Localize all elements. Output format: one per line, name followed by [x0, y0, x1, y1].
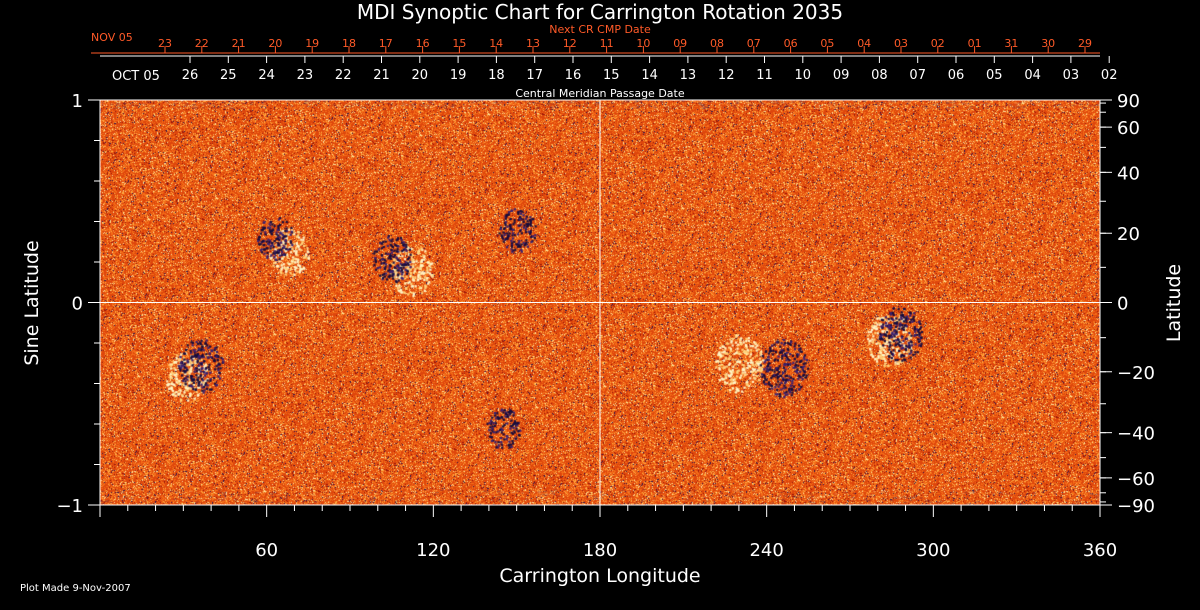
next-cr-date-label: 13 — [526, 37, 540, 50]
y-right-tick-label: 0 — [1117, 294, 1128, 315]
next-cr-date-label: 23 — [158, 37, 172, 50]
cmp-date-label: 18 — [488, 68, 505, 83]
y-right-tick-label: 90 — [1117, 91, 1140, 112]
cmp-date-label: 11 — [756, 68, 773, 83]
next-cr-cmp-label: Next CR CMP Date — [549, 23, 651, 36]
next-cr-date-label: 01 — [968, 37, 982, 50]
y-left-tick-label: 1 — [72, 91, 83, 112]
x-tick-label: 120 — [416, 540, 450, 561]
cmp-month: OCT 05 — [112, 69, 160, 84]
y-axis-left-label: Sine Latitude — [21, 240, 43, 365]
cmp-date-axis: 26 25 24 23 22 21 20 19 18 17 16 15 14 13 12 11 10 09 08 07… — [100, 55, 1118, 83]
next-cr-date-label: 05 — [820, 37, 834, 50]
cmp-date-label: 02 — [1101, 68, 1118, 83]
cmp-date-label: 07 — [909, 68, 926, 83]
next-cr-date-label: 03 — [894, 37, 908, 50]
next-cr-date-label: 04 — [857, 37, 871, 50]
y-left-tick-label: −1 — [56, 496, 83, 517]
next-cr-date-label: 11 — [600, 37, 614, 50]
cmp-date-label: 20 — [412, 68, 429, 83]
cmp-date-label: 06 — [948, 68, 965, 83]
next-cr-date-label: 06 — [784, 37, 798, 50]
cmp-date-label: 12 — [718, 68, 735, 83]
next-cr-date-label: 19 — [305, 37, 319, 50]
next-cr-date-label: 22 — [195, 37, 209, 50]
next-cr-date-label: 09 — [673, 37, 687, 50]
next-cr-date-label: 18 — [342, 37, 356, 50]
y-axis-right-label: Latitude — [1163, 264, 1185, 342]
cmp-date-label: 17 — [526, 68, 543, 83]
next-cr-date-label: 16 — [416, 37, 430, 50]
y-axis-left: 1 0 −1 — [56, 91, 100, 517]
cmp-date-label: 14 — [641, 68, 658, 83]
cmp-date-label: 21 — [373, 68, 390, 83]
chart-title: MDI Synoptic Chart for Carrington Rotati… — [357, 0, 843, 24]
cmp-date-label: 22 — [335, 68, 352, 83]
next-cr-date-label: 20 — [268, 37, 282, 50]
cmp-date-label: 10 — [795, 68, 812, 83]
cmp-date-label: 08 — [871, 68, 888, 83]
y-right-tick-label: 60 — [1117, 118, 1140, 139]
cmp-date-label: 25 — [220, 68, 237, 83]
y-right-tick-label: 40 — [1117, 163, 1140, 184]
y-left-tick-label: 0 — [72, 294, 83, 315]
cmp-date-label: 09 — [833, 68, 850, 83]
plot-made-date: Plot Made 9-Nov-2007 — [20, 583, 131, 594]
x-tick-label: 360 — [1083, 540, 1117, 561]
cmp-date-label: Central Meridian Passage Date — [515, 87, 684, 100]
cmp-date-label: 13 — [680, 68, 697, 83]
x-tick-label: 300 — [916, 540, 950, 561]
cmp-date-label: 19 — [450, 68, 467, 83]
next-cr-date-label: 12 — [563, 37, 577, 50]
y-right-tick-label: −90 — [1117, 496, 1155, 517]
next-cr-date-label: 29 — [1078, 37, 1092, 50]
next-cr-date-label: 14 — [489, 37, 503, 50]
next-cr-date-label: 07 — [747, 37, 761, 50]
y-right-tick-label: −20 — [1117, 363, 1155, 384]
cmp-date-label: 23 — [297, 68, 314, 83]
y-right-tick-label: −60 — [1117, 469, 1155, 490]
next-cr-month: NOV 05 — [91, 31, 133, 44]
x-tick-label: 180 — [583, 540, 617, 561]
next-cr-date-label: 08 — [710, 37, 724, 50]
x-tick-label: 240 — [749, 540, 783, 561]
next-cr-date-label: 30 — [1041, 37, 1055, 50]
next-cr-date-label: 31 — [1004, 37, 1018, 50]
next-cr-date-label: 10 — [636, 37, 650, 50]
y-axis-right: 90 60 40 20 0 −20 −40 −60 −90 — [1100, 91, 1155, 517]
y-right-tick-label: 20 — [1117, 224, 1140, 245]
y-right-tick-label: −40 — [1117, 424, 1155, 445]
next-cr-date-label: 17 — [379, 37, 393, 50]
cmp-date-label: 04 — [1024, 68, 1041, 83]
next-cr-date-label: 21 — [232, 37, 246, 50]
next-cr-date-label: 15 — [452, 37, 466, 50]
cmp-date-label: 03 — [1063, 68, 1080, 83]
cmp-date-label: 05 — [986, 68, 1003, 83]
cmp-date-label: 24 — [258, 68, 275, 83]
next-cr-date-label: 02 — [931, 37, 945, 50]
x-tick-label: 60 — [255, 540, 278, 561]
cmp-date-label: 15 — [603, 68, 620, 83]
next-cr-date-axis: 23 22 21 20 19 18 17 16 15 14 13 12 11 10 09 08 07 06 05 04… — [91, 37, 1100, 54]
x-axis: 60 120 180 240 300 360 — [99, 505, 1117, 561]
cmp-date-label: 26 — [182, 68, 199, 83]
cmp-date-label: 16 — [565, 68, 582, 83]
x-axis-label: Carrington Longitude — [499, 565, 700, 587]
